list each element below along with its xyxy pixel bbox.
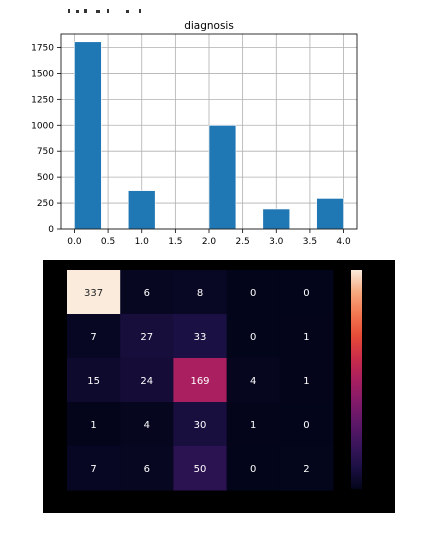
y-tick-label: 0 — [48, 225, 54, 235]
heatmap-cell-label: 0 — [250, 464, 256, 475]
heatmap-cell-label: 4 — [250, 376, 256, 387]
heatmap-cell-label: 50 — [194, 464, 207, 475]
heatmap-cell-label: 1 — [90, 420, 96, 431]
heatmap-cell — [173, 446, 228, 491]
heatmap-cell — [173, 358, 228, 403]
heatmap-cell-label: 6 — [144, 464, 150, 475]
colorbar — [351, 270, 362, 489]
heatmap-cell-label: 1 — [250, 420, 256, 431]
heatmap-cell — [226, 270, 281, 315]
x-tick-label: 0.0 — [67, 237, 82, 247]
heatmap-cell-label: 0 — [250, 288, 256, 299]
heatmap-cell-label: 30 — [194, 420, 207, 431]
y-tick-label: 500 — [37, 173, 54, 183]
cropped-header-text-fragment — [66, 0, 146, 13]
heatmap-cell — [279, 314, 334, 359]
heatmap-cell-label: 0 — [303, 420, 309, 431]
heatmap-cell-label: 0 — [250, 332, 256, 343]
heatmap-cell — [173, 314, 228, 359]
heatmap-cell — [226, 402, 281, 447]
y-tick-label: 250 — [37, 199, 54, 209]
plot-frame — [60, 33, 358, 230]
heatmap-cell-label: 15 — [87, 376, 100, 387]
heatmap-cell-label: 27 — [140, 332, 153, 343]
heatmap-cell — [120, 314, 174, 359]
heatmap-cell — [67, 358, 121, 403]
heatmap-cell — [173, 270, 228, 315]
heatmap-cell — [279, 446, 334, 491]
heatmap-svg: 337 6 8 0 0 7 27 33 0 1 15 24 169 4 1 1 4 30 1 0 7 6 50 0 2 — [67, 270, 362, 491]
heatmap-cell — [226, 358, 281, 403]
heatmap-cell-label: 33 — [194, 332, 207, 343]
heatmap-cell — [67, 314, 121, 359]
heatmap-cell-label: 337 — [84, 288, 103, 299]
chart-title: diagnosis — [184, 20, 234, 32]
heatmap-cell-label: 6 — [144, 288, 150, 299]
heatmap-cell-label: 1 — [303, 332, 309, 343]
x-tick-label: 1.0 — [135, 237, 150, 247]
heatmap-cell-label: 169 — [190, 376, 209, 387]
heatmap-cell — [120, 402, 174, 447]
histogram-bar — [127, 190, 156, 230]
heatmap-cell-label: 1 — [303, 376, 309, 387]
heatmap-cell-label: 7 — [90, 332, 96, 343]
heatmap-cell — [120, 270, 174, 315]
y-tick-label: 1250 — [31, 95, 54, 105]
confusion-matrix-heatmap: 337 6 8 0 0 7 27 33 0 1 15 24 169 4 1 1 4 30 1 0 7 6 50 0 2 — [43, 260, 395, 513]
x-tick-label: 2.5 — [235, 237, 249, 247]
x-tick-label: 1.5 — [168, 237, 182, 247]
histogram-svg: 0.0 0.5 1.0 1.5 2.0 2.5 3.0 3.5 4.0 0 250 500 750 100… — [31, 20, 358, 247]
heatmap-cell-label: 2 — [303, 464, 309, 475]
y-tick-label: 750 — [37, 147, 54, 157]
x-tick-label: 0.5 — [101, 237, 115, 247]
heatmap-cell — [67, 270, 121, 315]
y-tick-label: 1000 — [31, 121, 54, 131]
y-tick-label: 1750 — [31, 43, 54, 53]
heatmap-cell — [173, 402, 228, 447]
heatmap-cell-label: 7 — [90, 464, 96, 475]
diagnosis-histogram: 0.0 0.5 1.0 1.5 2.0 2.5 3.0 3.5 4.0 0 250 500 750 100… — [0, 10, 427, 250]
x-tick-label: 3.5 — [303, 237, 317, 247]
heatmap-cell — [279, 270, 334, 315]
heatmap-cell — [120, 446, 174, 491]
heatmap-cell-label: 8 — [197, 288, 203, 299]
histogram-bar — [208, 125, 237, 230]
histogram-bar — [74, 41, 102, 230]
heatmap-cell — [67, 446, 121, 491]
heatmap-cell-label: 0 — [303, 288, 309, 299]
heatmap-cell-label: 4 — [144, 420, 150, 431]
heatmap-cell — [120, 358, 174, 403]
heatmap-cell — [226, 314, 281, 359]
x-tick-label: 2.0 — [202, 237, 217, 247]
histogram-bar — [316, 198, 344, 230]
y-tick-label: 1500 — [31, 69, 54, 79]
heatmap-cell-label: 24 — [140, 376, 153, 387]
heatmap-cell — [279, 402, 334, 447]
x-tick-label: 3.0 — [269, 237, 284, 247]
heatmap-cell — [226, 446, 281, 491]
heatmap-cell — [279, 358, 334, 403]
x-tick-label: 4.0 — [336, 237, 351, 247]
heatmap-cell — [67, 402, 121, 447]
histogram-bar — [262, 208, 291, 230]
